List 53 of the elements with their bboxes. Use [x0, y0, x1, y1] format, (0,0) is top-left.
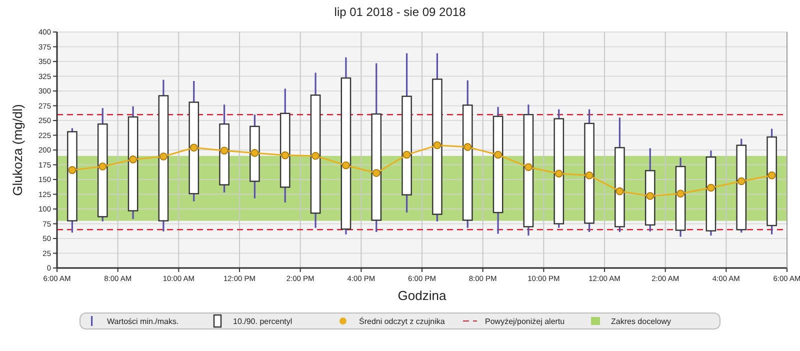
bar [402, 96, 412, 196]
bar [462, 104, 473, 221]
x-axis-title: Godzina [398, 288, 447, 303]
point [220, 146, 228, 154]
bar [340, 77, 352, 230]
chart-title: lip 01 2018 - sie 09 2018 [334, 5, 466, 19]
point [585, 171, 594, 180]
bar [523, 114, 534, 228]
bar [250, 126, 260, 182]
bar [766, 136, 777, 226]
point [646, 192, 654, 200]
point [524, 163, 532, 172]
bar [371, 113, 382, 221]
bar [644, 170, 656, 226]
y-axis-title: Glukoza (mg/dl) [10, 104, 25, 196]
point [160, 152, 168, 160]
legend-label: Powyżej/poniżej alertu [485, 316, 565, 326]
point [342, 161, 350, 170]
point [98, 162, 107, 170]
bar [706, 156, 716, 232]
point [129, 156, 137, 164]
point [737, 177, 746, 186]
bar [614, 147, 625, 228]
point [402, 150, 411, 159]
point [464, 143, 472, 151]
point [707, 184, 715, 192]
legend-label: 10./90. percentyl [233, 316, 292, 326]
point [190, 144, 198, 152]
bar [128, 116, 138, 212]
bar [310, 94, 321, 214]
bar [280, 112, 290, 188]
point [312, 152, 320, 160]
point [616, 187, 624, 196]
point [68, 166, 76, 174]
bar [675, 166, 686, 231]
point [494, 150, 502, 159]
legend-label: Zakres docelowy [611, 316, 672, 326]
point [768, 171, 776, 180]
bar [432, 78, 442, 215]
point [281, 151, 290, 160]
bar [219, 123, 230, 186]
bar [492, 116, 504, 214]
point [676, 190, 684, 198]
legend-label: Średni odczyt z czujnika [359, 316, 446, 326]
point [250, 149, 259, 157]
bar [97, 123, 108, 218]
bar [188, 102, 200, 194]
point [433, 141, 442, 150]
bar [158, 95, 169, 222]
point [554, 170, 563, 178]
point [372, 169, 380, 177]
legend-label: Wartości min./maks. [107, 316, 179, 326]
bar [584, 122, 594, 224]
